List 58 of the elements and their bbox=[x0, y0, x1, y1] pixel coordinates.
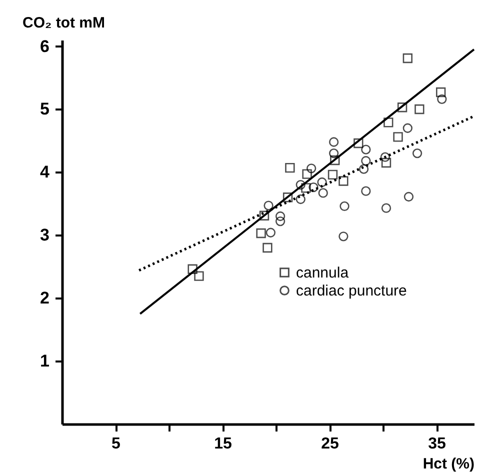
point bbox=[275, 216, 286, 226]
x-axis-title: Hct (%) bbox=[422, 456, 474, 472]
point bbox=[402, 53, 412, 64]
point bbox=[317, 177, 327, 188]
point bbox=[354, 138, 364, 148]
point bbox=[361, 144, 371, 154]
y-tick-label: 1 bbox=[40, 352, 50, 371]
y-tick-label: 4 bbox=[40, 162, 50, 182]
point bbox=[296, 194, 306, 204]
point bbox=[259, 210, 270, 220]
point bbox=[296, 180, 306, 190]
point bbox=[194, 271, 204, 281]
point bbox=[302, 169, 312, 179]
point bbox=[285, 162, 295, 173]
y-tick-label: 3 bbox=[40, 226, 50, 245]
y-tick-label: 6 bbox=[40, 36, 50, 56]
point bbox=[328, 137, 339, 147]
point bbox=[397, 102, 408, 112]
legend-label: cannula bbox=[296, 264, 350, 282]
point bbox=[358, 164, 369, 174]
point bbox=[361, 186, 371, 196]
point bbox=[301, 183, 311, 193]
x-tick-label: 35 bbox=[428, 436, 446, 452]
point bbox=[338, 176, 348, 186]
point bbox=[338, 232, 348, 242]
point bbox=[414, 104, 424, 114]
point bbox=[308, 182, 318, 192]
point bbox=[402, 123, 412, 133]
point bbox=[437, 94, 447, 104]
point bbox=[188, 264, 198, 274]
point bbox=[266, 228, 276, 238]
point bbox=[384, 118, 394, 128]
point bbox=[381, 158, 392, 168]
point bbox=[436, 87, 446, 98]
y-tick-label: 5 bbox=[40, 100, 50, 119]
point bbox=[306, 164, 316, 174]
point bbox=[330, 155, 340, 166]
point bbox=[328, 170, 338, 180]
point bbox=[412, 148, 422, 158]
point bbox=[404, 192, 414, 202]
point bbox=[393, 132, 403, 142]
point bbox=[361, 156, 371, 166]
point bbox=[318, 188, 328, 198]
point bbox=[256, 228, 266, 238]
point bbox=[275, 211, 286, 222]
point bbox=[262, 242, 272, 253]
point bbox=[340, 201, 350, 212]
point bbox=[264, 200, 274, 210]
y-axis-title: CO₂ tot mM bbox=[22, 14, 105, 32]
point bbox=[381, 203, 392, 213]
y-tick-label: 2 bbox=[40, 288, 50, 308]
x-tick-label: 25 bbox=[321, 436, 340, 452]
point bbox=[328, 148, 339, 158]
x-tick-label: 15 bbox=[214, 436, 232, 452]
legend-label: cardiac puncture bbox=[296, 282, 407, 300]
point bbox=[282, 192, 293, 202]
x-tick-label: 5 bbox=[112, 436, 121, 452]
point bbox=[380, 152, 390, 162]
